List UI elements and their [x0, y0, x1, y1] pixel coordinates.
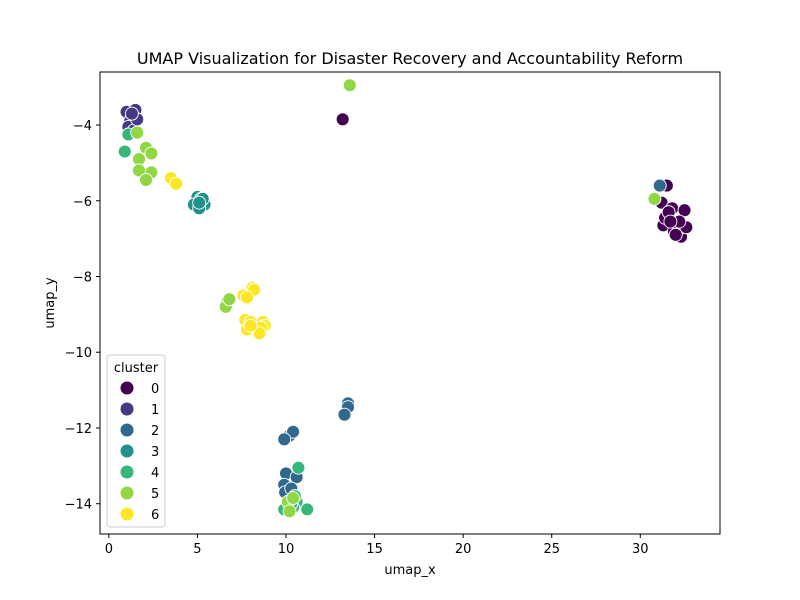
y-tick-label: −8: [73, 270, 92, 285]
scatter-point-cluster-2: [277, 432, 292, 447]
scatter-point-cluster-0: [677, 203, 692, 218]
scatter-point-cluster-3: [192, 195, 207, 210]
legend-box: [106, 354, 166, 528]
y-tick-label: −6: [73, 195, 92, 210]
x-tick-label: 0: [105, 542, 113, 557]
scatter-point-cluster-5: [222, 292, 237, 307]
legend-marker-cluster-4: [120, 465, 134, 479]
scatter-point-cluster-5: [139, 172, 154, 187]
scatter-point-cluster-6: [240, 290, 254, 305]
legend-label-cluster-3: 3: [151, 445, 159, 460]
legend-marker-cluster-5: [120, 486, 134, 500]
y-tick-label: −12: [65, 422, 92, 437]
scatter-point-cluster-5: [342, 78, 357, 93]
scatter-point-cluster-5: [282, 504, 297, 519]
legend-marker-cluster-6: [120, 507, 134, 521]
legend-label-cluster-5: 5: [151, 487, 159, 502]
x-axis-label: umap_x: [384, 563, 436, 578]
scatter-point-cluster-6: [252, 326, 267, 341]
scatter-point-cluster-4: [117, 144, 132, 159]
x-tick-label: 10: [278, 542, 295, 557]
plot-frame: [99, 71, 721, 535]
legend-label-cluster-0: 0: [151, 382, 159, 397]
x-tick-label: 25: [543, 542, 560, 557]
legend-marker-cluster-1: [120, 402, 134, 416]
y-axis: −14 −12 −10 −8 −6 −4: [65, 119, 100, 513]
scatter-point-cluster-6: [243, 318, 258, 333]
y-tick-label: −10: [65, 346, 92, 361]
legend-marker-cluster-3: [120, 444, 134, 458]
x-tick-label: 5: [193, 542, 201, 557]
scatter-point-cluster-0: [335, 112, 350, 127]
x-axis: 0 5 10 15 20 25 30: [105, 534, 649, 557]
y-tick-label: −14: [65, 498, 92, 513]
x-tick-label: 30: [632, 542, 649, 557]
scatter-point-cluster-5: [647, 191, 662, 206]
scatter-point-cluster-1: [124, 106, 139, 121]
scatter-point-cluster-4: [291, 460, 306, 475]
legend-label-cluster-4: 4: [151, 466, 159, 481]
scatter-point-cluster-5: [286, 491, 301, 505]
legend-label-cluster-2: 2: [151, 424, 159, 439]
scatter-point-cluster-2: [286, 424, 301, 439]
legend: cluster 0 1 2 3 4 5 6: [106, 354, 166, 528]
scatter-point-cluster-0: [663, 214, 678, 229]
scatter-point-cluster-2: [652, 178, 667, 193]
legend-marker-cluster-0: [120, 381, 134, 395]
legend-label-cluster-6: 6: [151, 508, 159, 523]
scatter-point-cluster-5: [130, 125, 145, 140]
scatter-point-cluster-2: [337, 407, 352, 422]
scatter-point-cluster-4: [300, 502, 315, 517]
scatter-point-cluster-6: [169, 176, 184, 191]
y-tick-label: −4: [73, 119, 92, 134]
legend-label-cluster-1: 1: [151, 403, 159, 418]
scatter-point-cluster-0: [668, 227, 683, 242]
x-tick-label: 20: [455, 542, 472, 557]
scatter-point-cluster-5: [132, 163, 146, 178]
scatter-point-cluster-5: [144, 146, 159, 161]
x-tick-label: 15: [366, 542, 383, 557]
points-layer: [117, 78, 694, 519]
chart-title: UMAP Visualization for Disaster Recovery…: [137, 49, 683, 68]
legend-title: cluster: [114, 361, 159, 376]
legend-marker-cluster-2: [120, 423, 134, 437]
y-axis-label: umap_y: [43, 277, 58, 329]
